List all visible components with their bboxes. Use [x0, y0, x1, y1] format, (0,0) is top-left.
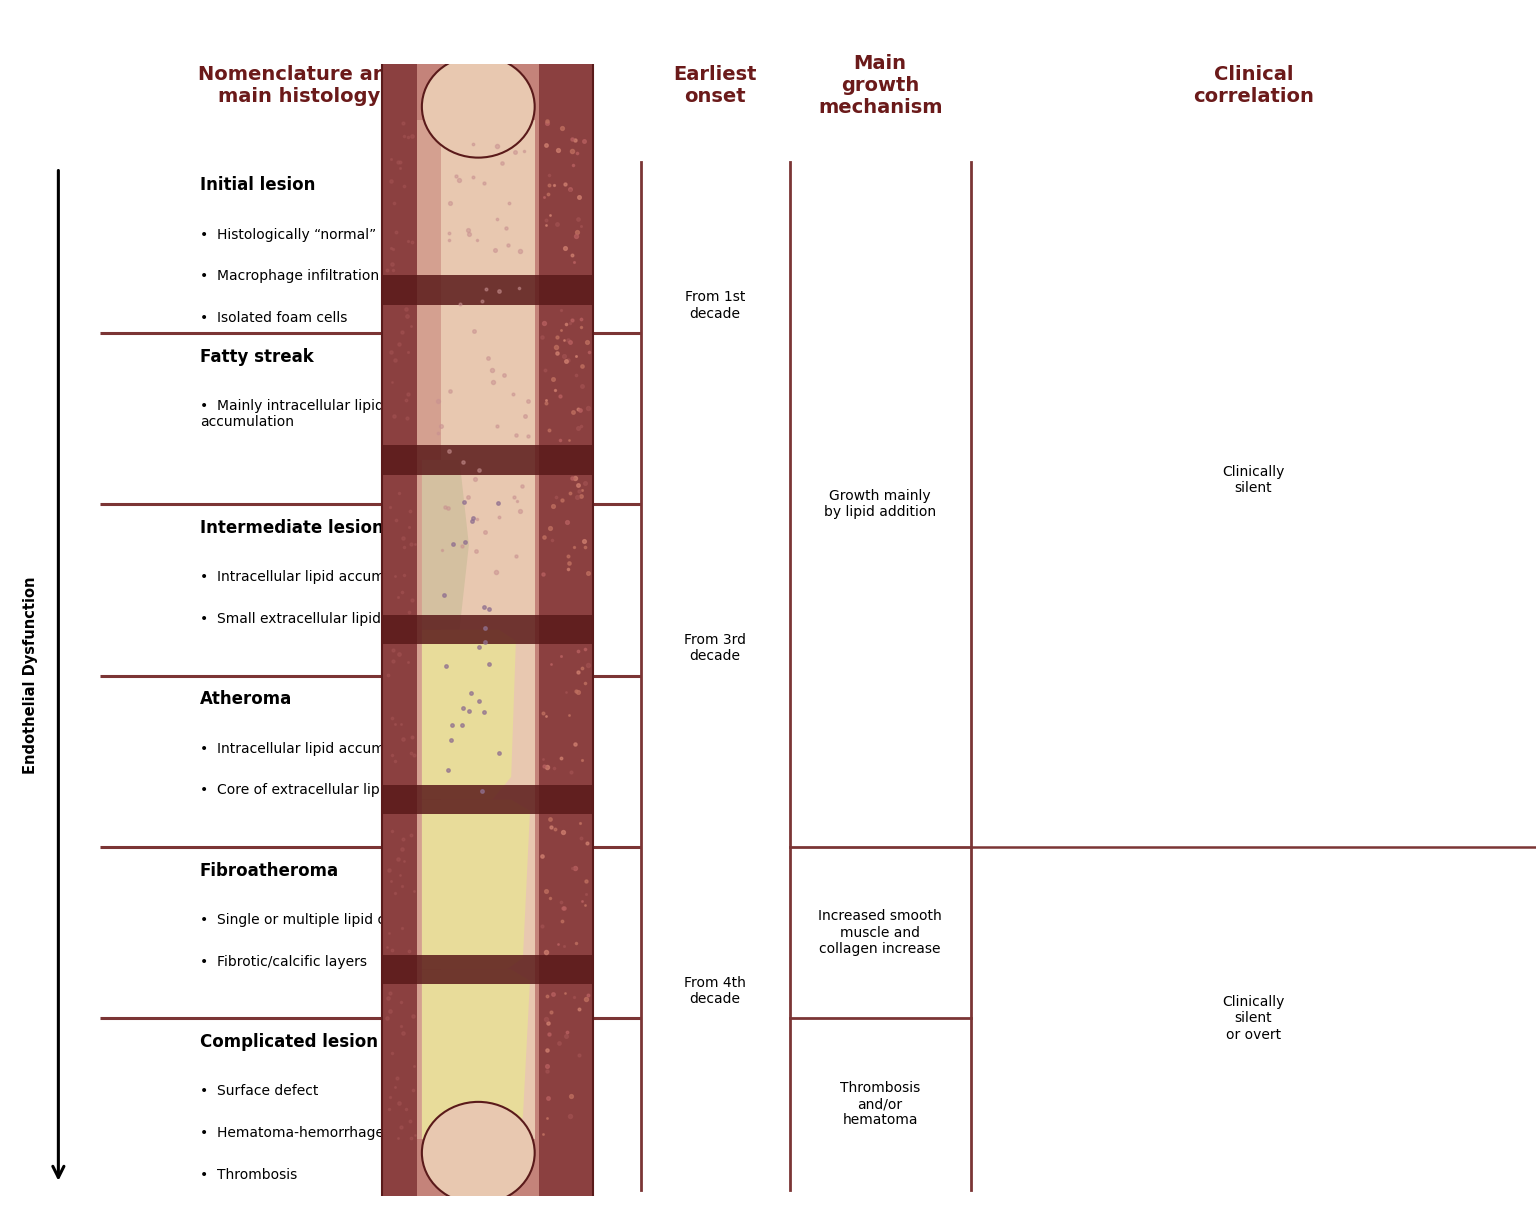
Text: •  Surface defect: • Surface defect [200, 1084, 318, 1098]
Text: •  Macrophage infiltration: • Macrophage infiltration [200, 269, 379, 283]
Polygon shape [539, 64, 593, 1196]
Text: Complicated lesion: Complicated lesion [200, 1033, 378, 1051]
Text: Endothelial Dysfunction: Endothelial Dysfunction [23, 577, 38, 775]
Text: Increased smooth
muscle and
collagen increase: Increased smooth muscle and collagen inc… [819, 909, 942, 956]
Ellipse shape [422, 1102, 535, 1203]
Polygon shape [429, 969, 535, 1140]
Polygon shape [422, 290, 535, 460]
Polygon shape [436, 799, 535, 969]
Polygon shape [422, 630, 516, 799]
Text: From 1st
decade: From 1st decade [685, 290, 745, 321]
Polygon shape [382, 64, 418, 1196]
Polygon shape [382, 955, 593, 984]
Text: •  Thrombosis: • Thrombosis [200, 1168, 296, 1181]
Polygon shape [422, 120, 535, 290]
Text: •  Histologically “normal”: • Histologically “normal” [200, 228, 376, 241]
Text: Growth mainly
by lipid addition: Growth mainly by lipid addition [825, 490, 935, 519]
Polygon shape [418, 120, 441, 1140]
Polygon shape [429, 460, 535, 630]
Text: From 4th
decade: From 4th decade [684, 976, 746, 1006]
Text: •  Isolated foam cells: • Isolated foam cells [200, 311, 347, 324]
Text: Clinically
silent: Clinically silent [1223, 465, 1284, 494]
Text: Earliest
onset: Earliest onset [673, 65, 757, 106]
Text: Fatty streak: Fatty streak [200, 348, 313, 366]
Text: Intermediate lesion: Intermediate lesion [200, 519, 384, 537]
Text: Main
growth
mechanism: Main growth mechanism [817, 54, 943, 118]
Polygon shape [441, 630, 535, 799]
Text: •  Core of extracellular lipid: • Core of extracellular lipid [200, 783, 392, 797]
Polygon shape [422, 969, 530, 1140]
Text: Fibroatheroma: Fibroatheroma [200, 862, 339, 880]
Text: •  Small extracellular lipid pools: • Small extracellular lipid pools [200, 612, 422, 625]
Polygon shape [382, 785, 593, 814]
Text: Clinically
silent
or overt: Clinically silent or overt [1223, 995, 1284, 1042]
Polygon shape [422, 799, 530, 969]
Ellipse shape [422, 56, 535, 158]
Text: Clinical
correlation: Clinical correlation [1193, 65, 1313, 106]
Text: •  Intracellular lipid accumulation: • Intracellular lipid accumulation [200, 570, 432, 584]
Text: Nomenclature and
main histology: Nomenclature and main histology [198, 65, 401, 106]
Text: •  Mainly intracellular lipid
accumulation: • Mainly intracellular lipid accumulatio… [200, 399, 384, 430]
Text: Initial lesion: Initial lesion [200, 176, 315, 195]
Polygon shape [382, 446, 593, 475]
Polygon shape [382, 64, 593, 1196]
Polygon shape [382, 614, 593, 645]
Polygon shape [422, 460, 468, 630]
Text: From 3rd
decade: From 3rd decade [684, 633, 746, 663]
Text: •  Fibrotic/calcific layers: • Fibrotic/calcific layers [200, 955, 367, 968]
Text: •  Intracellular lipid accumulation: • Intracellular lipid accumulation [200, 742, 432, 755]
Text: •  Single or multiple lipid cores: • Single or multiple lipid cores [200, 913, 415, 927]
Text: •  Hematoma-hemorrhage: • Hematoma-hemorrhage [200, 1126, 384, 1140]
Text: Thrombosis
and/or
hematoma: Thrombosis and/or hematoma [840, 1081, 920, 1127]
Text: Atheroma: Atheroma [200, 690, 292, 709]
Polygon shape [382, 275, 593, 305]
